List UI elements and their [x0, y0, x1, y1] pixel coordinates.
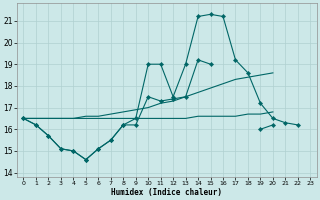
X-axis label: Humidex (Indice chaleur): Humidex (Indice chaleur): [111, 188, 222, 197]
